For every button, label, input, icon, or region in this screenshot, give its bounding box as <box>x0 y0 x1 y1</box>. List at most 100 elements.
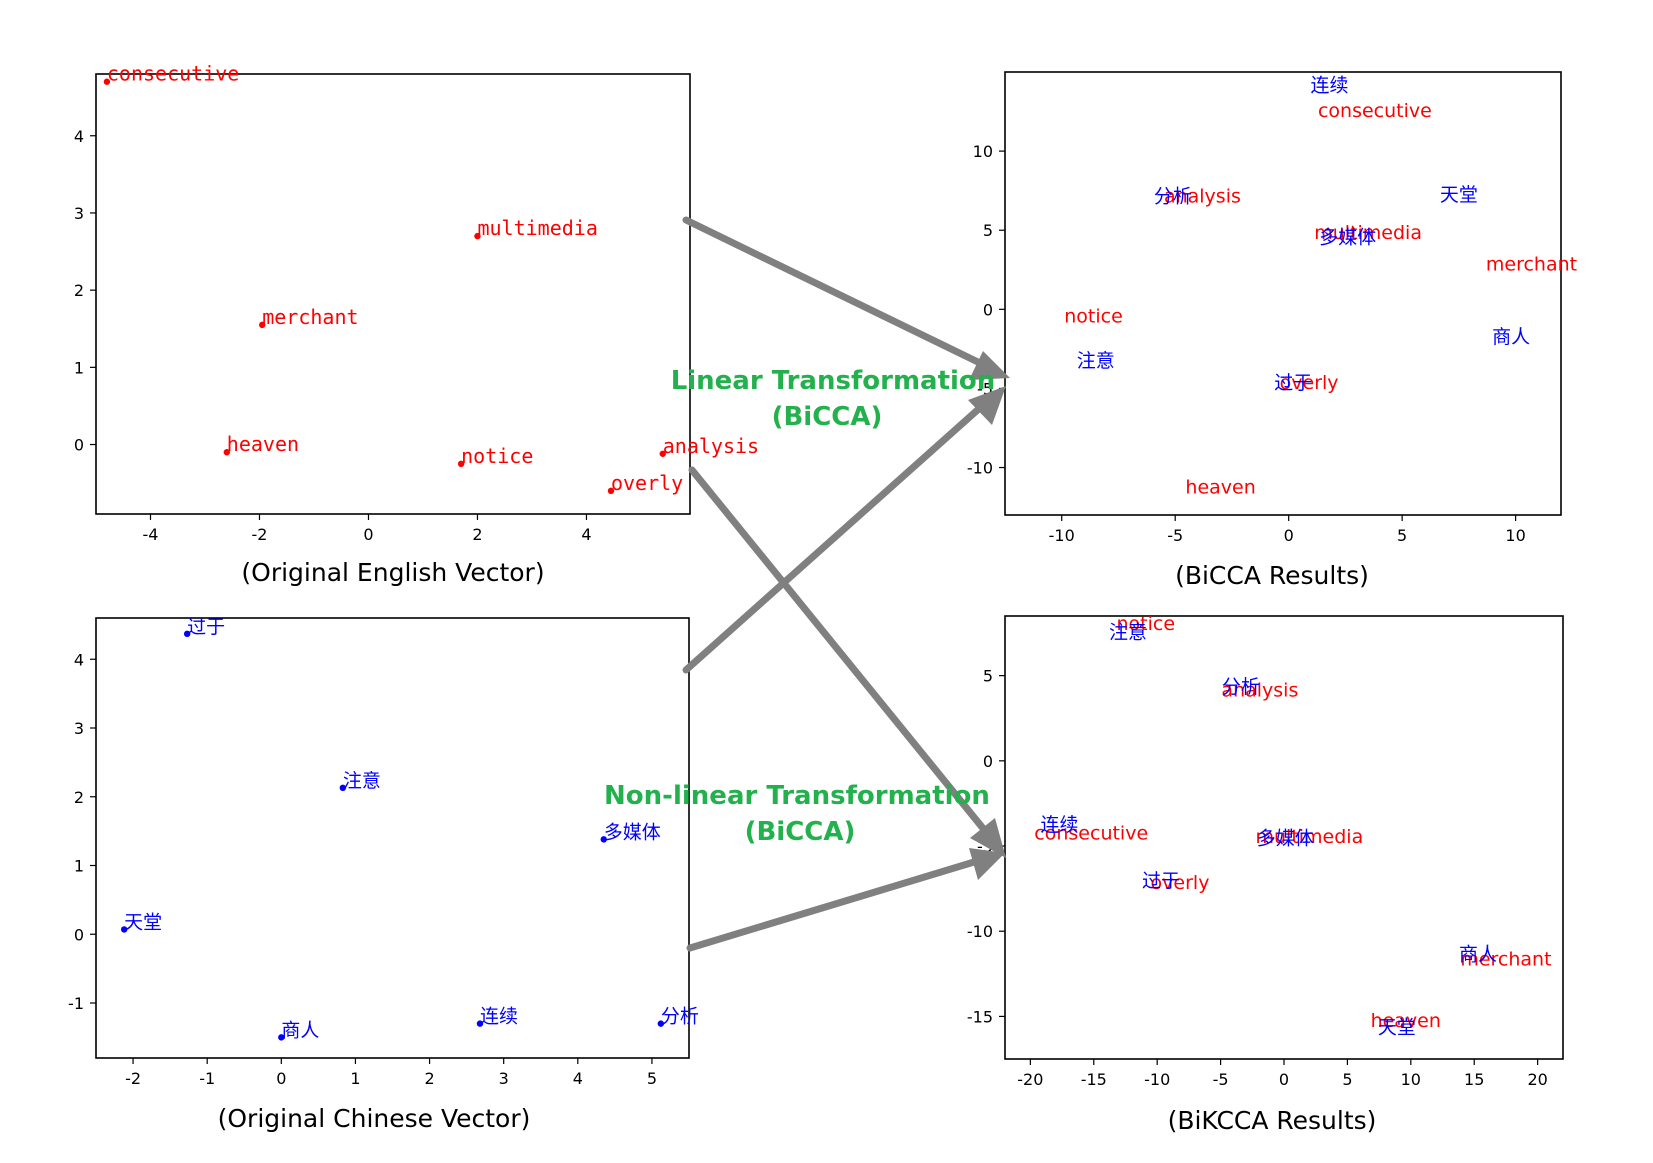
bicca-y-tick-label: 5 <box>983 221 993 240</box>
bicca-data-points: consecutive analysis multimedia merchant not… <box>1064 75 1577 499</box>
chinese-x-tick-label: -2 <box>125 1069 141 1088</box>
english-x-tick-label: 4 <box>581 525 591 544</box>
nonlinear-transformation-title: Non-linear Transformation <box>604 781 990 811</box>
bikcca-point-label: 连续 <box>1041 814 1079 836</box>
arrow-english-to-bikcca <box>688 466 990 836</box>
bikcca-point-label: multimedia <box>1255 826 1363 848</box>
bicca-point-label: 分析 <box>1154 185 1192 207</box>
chinese-point-label: 多媒体 <box>604 821 661 843</box>
bikcca-y-tick-label: 0 <box>983 752 993 771</box>
english-x-tick-label: 2 <box>472 525 482 544</box>
bicca-point-label: 商人 <box>1492 326 1530 348</box>
chinese-point-marker <box>339 784 347 792</box>
bikcca-x-tick-label: 0 <box>1279 1070 1289 1089</box>
english-point-label: merchant <box>262 305 358 329</box>
bicca-x-tick-label: 0 <box>1284 526 1294 545</box>
chinese-point-label: 分析 <box>661 1006 699 1028</box>
chinese-point-marker <box>657 1020 665 1027</box>
english-axis-ticks: -4 -2 0 2 4 0 1 2 3 4 <box>74 127 592 544</box>
linear-transformation-method: (BiCCA) <box>772 402 883 432</box>
bikcca-point-label: 过于 <box>1142 870 1180 892</box>
arrow-head-chinese-to-bikcca <box>969 848 1005 880</box>
english-point-label: heaven <box>227 432 299 456</box>
bikcca-point-label: overly <box>1151 872 1210 894</box>
transformation-arrows <box>682 216 1010 952</box>
bikcca-x-tick-label: 5 <box>1342 1070 1352 1089</box>
bikcca-y-tick-label: -10 <box>967 922 993 941</box>
bikcca-x-tick-label: -5 <box>1213 1070 1229 1089</box>
bicca-point-label: notice <box>1064 306 1123 328</box>
bicca-point-label: overly <box>1280 372 1339 394</box>
linear-transformation-label: Linear Transformation (BiCCA) <box>671 366 996 432</box>
english-point-label: multimedia <box>477 216 597 240</box>
bicca-y-tick-label: 0 <box>983 300 993 319</box>
english-point-label: notice <box>461 444 533 468</box>
english-y-tick-label: 2 <box>74 281 84 300</box>
english-x-tick-label: -2 <box>252 525 268 544</box>
chinese-point-marker <box>476 1020 484 1027</box>
bicca-point-label: consecutive <box>1318 100 1432 122</box>
arrow-head-english-to-bicca <box>969 351 1010 380</box>
bicca-x-tick-label: 10 <box>1505 526 1525 545</box>
bikcca-x-tick-label: 10 <box>1401 1070 1421 1089</box>
bikcca-point-label: consecutive <box>1034 822 1148 844</box>
bicca-x-tick-label: -5 <box>1167 526 1183 545</box>
bicca-y-tick-label: -10 <box>967 459 993 478</box>
arrow-head-english-to-bikcca <box>970 818 1006 858</box>
english-x-tick-label: 0 <box>363 525 373 544</box>
bikcca-x-tick-label: 15 <box>1464 1070 1484 1089</box>
bikcca-point-label: notice <box>1117 613 1176 635</box>
bicca-point-label: analysis <box>1164 185 1241 207</box>
bikcca-caption: (BiKCCA Results) <box>1168 1106 1377 1135</box>
arrow-chinese-to-bikcca <box>686 858 978 952</box>
bicca-x-tick-label: 5 <box>1397 526 1407 545</box>
chinese-x-tick-label: 5 <box>647 1069 657 1088</box>
bikcca-point-label: heaven <box>1371 1010 1441 1032</box>
bicca-caption: (BiCCA Results) <box>1175 561 1369 590</box>
bicca-point-label: 多媒体 <box>1319 227 1376 249</box>
chinese-caption: (Original Chinese Vector) <box>218 1104 531 1133</box>
bicca-point-label: 过于 <box>1274 372 1312 394</box>
bicca-point-label: 注意 <box>1077 350 1115 372</box>
english-x-tick-label: -4 <box>143 525 159 544</box>
english-y-tick-label: 1 <box>74 358 84 377</box>
arrow-english-to-bicca <box>682 216 986 368</box>
arrow-chinese-to-bicca <box>682 402 986 674</box>
chinese-x-tick-label: -1 <box>199 1069 215 1088</box>
bicca-point-label: heaven <box>1185 477 1255 499</box>
chinese-y-tick-label: 4 <box>74 650 84 669</box>
bikcca-x-tick-label: 20 <box>1527 1070 1547 1089</box>
bikcca-point-label: 分析 <box>1222 676 1260 698</box>
english-caption: (Original English Vector) <box>241 558 544 587</box>
bikcca-x-tick-label: -20 <box>1017 1070 1043 1089</box>
english-point-label: analysis <box>663 434 759 458</box>
chinese-y-tick-label: 0 <box>74 925 84 944</box>
nonlinear-transformation-method: (BiCCA) <box>745 817 856 847</box>
bicca-point-label: 天堂 <box>1440 184 1478 206</box>
english-point-marker <box>607 487 615 495</box>
bikcca-x-tick-label: -15 <box>1081 1070 1107 1089</box>
english-point-marker <box>659 450 666 457</box>
bikcca-y-tick-label: 5 <box>983 667 993 686</box>
chinese-x-tick-label: 3 <box>499 1069 509 1088</box>
english-point-marker <box>103 78 111 85</box>
nonlinear-transformation-label: Non-linear Transformation (BiCCA) <box>604 781 990 847</box>
chinese-x-tick-label: 2 <box>424 1069 434 1088</box>
english-point-marker <box>259 321 266 329</box>
english-plot-frame <box>95 73 691 515</box>
chinese-y-tick-label: -1 <box>68 994 84 1013</box>
english-point-label: overly <box>611 471 683 495</box>
chinese-axis-ticks: -2 -1 0 1 2 3 4 5 4 3 2 1 0 -1 <box>68 650 657 1088</box>
english-data-points: consecutive multimedia merchant heaven notic… <box>103 62 759 495</box>
bicca-y-tick-label: 10 <box>973 142 993 161</box>
chinese-point-label: 注意 <box>343 770 381 792</box>
bicca-point-label: multimedia <box>1314 222 1422 244</box>
chinese-y-tick-label: 1 <box>74 857 84 876</box>
bikcca-point-label: analysis <box>1221 679 1298 701</box>
english-point-marker <box>223 449 230 456</box>
